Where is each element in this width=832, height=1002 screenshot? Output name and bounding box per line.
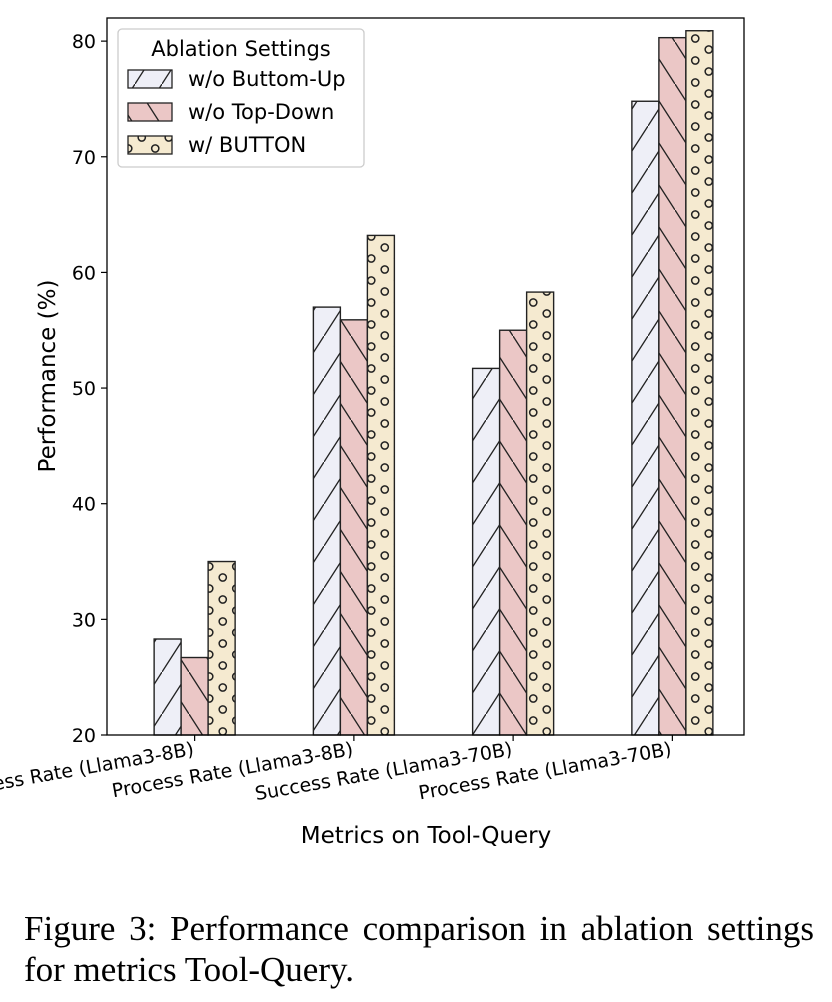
legend-swatch-w-o-buttom-up <box>127 69 173 89</box>
legend-label-w-o-buttom-up: w/o Buttom-Up <box>188 67 346 91</box>
y-tick-label-70: 70 <box>72 147 96 169</box>
bar-w-o-buttom-up-2 <box>312 306 342 736</box>
y-axis-label: Performance (%) <box>35 280 61 473</box>
legend-frame <box>117 28 365 168</box>
legend: Ablation Settings w/o Buttom-Up w/o Top-D… <box>117 28 365 168</box>
bar-w-button-3 <box>525 291 555 736</box>
bar-w-o-top-down-2 <box>339 319 369 736</box>
y-tick-label-60: 60 <box>72 262 96 284</box>
bar-w-o-buttom-up-1 <box>153 638 182 736</box>
y-tick-label-40: 40 <box>72 494 96 516</box>
legend-label-w-button: w/ BUTTON <box>188 133 306 157</box>
x-axis: Success Rate (Llama3-8B)Process Rate (Ll… <box>0 735 673 805</box>
legend-label-w-o-top-down: w/o Top-Down <box>188 100 334 124</box>
y-axis: 20 30 40 50 60 70 80 <box>72 31 107 747</box>
legend-swatch-w-button <box>127 135 173 155</box>
bar-w-o-top-down-4 <box>658 36 687 736</box>
bar-w-o-buttom-up-4 <box>631 100 660 736</box>
y-tick-label-80: 80 <box>72 31 96 53</box>
y-tick-label-30: 30 <box>72 609 96 631</box>
bar-chart: 20 30 40 50 60 70 80 Success Rate (Llama3-8B)P… <box>0 17 745 849</box>
x-axis-label: Metrics on Tool-Query <box>301 823 551 849</box>
bar-w-o-top-down-3 <box>498 329 528 736</box>
legend-title: Ablation Settings <box>151 37 330 61</box>
plot-frame <box>106 17 745 736</box>
legend-swatch-w-o-top-down <box>127 102 173 122</box>
y-tick-label-20: 20 <box>72 725 96 747</box>
bar-w-button-1 <box>207 560 236 736</box>
bar-w-o-top-down-1 <box>180 656 209 736</box>
bar-w-button-4 <box>685 30 714 736</box>
figure-caption: Figure 3: Performance comparison in abla… <box>24 909 814 989</box>
bar-w-o-buttom-up-3 <box>471 367 501 736</box>
bar-w-button-2 <box>366 234 396 736</box>
y-tick-label-50: 50 <box>72 378 96 400</box>
bars-group <box>153 30 714 736</box>
